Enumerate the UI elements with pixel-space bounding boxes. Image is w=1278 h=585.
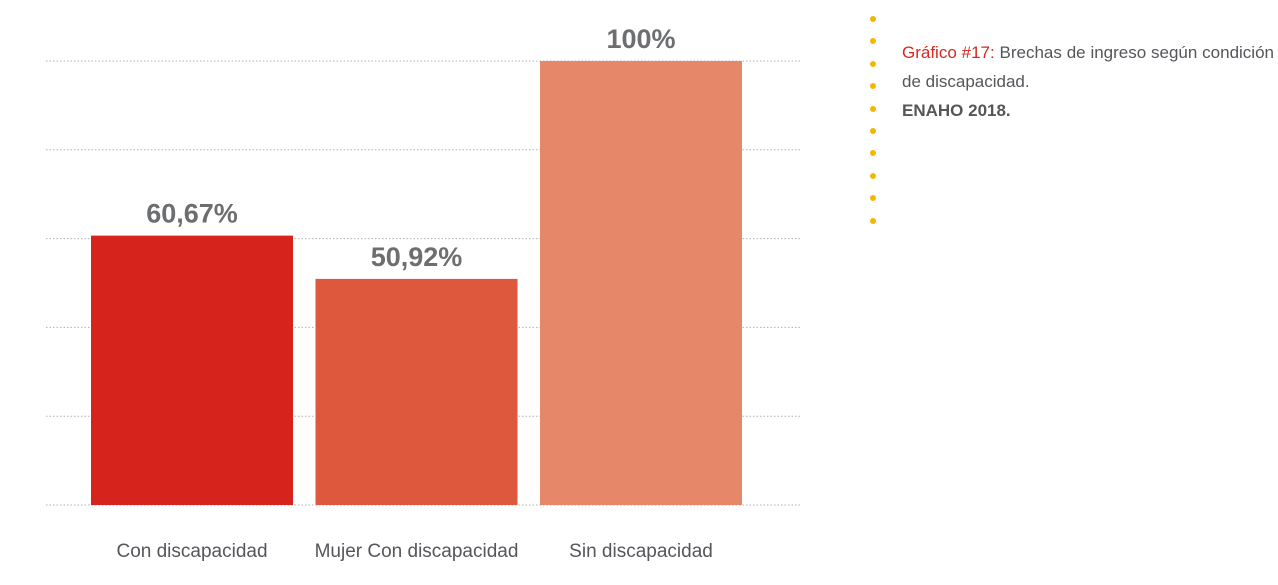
decorative-dot-column [870,16,876,240]
bullet-dot [870,172,876,179]
bullet-dot [870,83,876,90]
bar-chart: 60,67% 50,92% 100% Con discapacidad Mujer C… [46,24,800,562]
bullet-dot [870,150,876,157]
category-label: Con discapacidad [116,541,267,562]
bars [91,61,742,506]
bullet-dot [870,16,876,22]
category-label: Mujer Con discapacidad [315,541,519,562]
category-label: Sin discapacidad [569,541,713,562]
chart-caption: Gráfico #17: Brechas de ingreso según co… [902,38,1274,125]
data-label: 60,67% [146,199,238,229]
caption-label: Gráfico #17: [902,43,995,62]
data-label: 100% [606,24,675,54]
bar [540,61,742,505]
bullet-dot [870,105,876,112]
bullet-dot [870,217,876,224]
bullet-dot [870,60,876,67]
bullet-dot [870,38,876,45]
bullet-dot [870,127,876,134]
bar [315,278,518,505]
caption-source: ENAHO 2018. [902,101,1011,120]
category-labels: Con discapacidad Mujer Con discapacidad Si… [116,541,712,562]
data-labels: 60,67% 50,92% 100% [146,24,675,272]
bar [91,235,293,506]
bullet-dot [870,195,876,202]
caption-text: Brechas de ingreso según condición de di… [902,43,1274,91]
data-label: 50,92% [371,242,463,272]
